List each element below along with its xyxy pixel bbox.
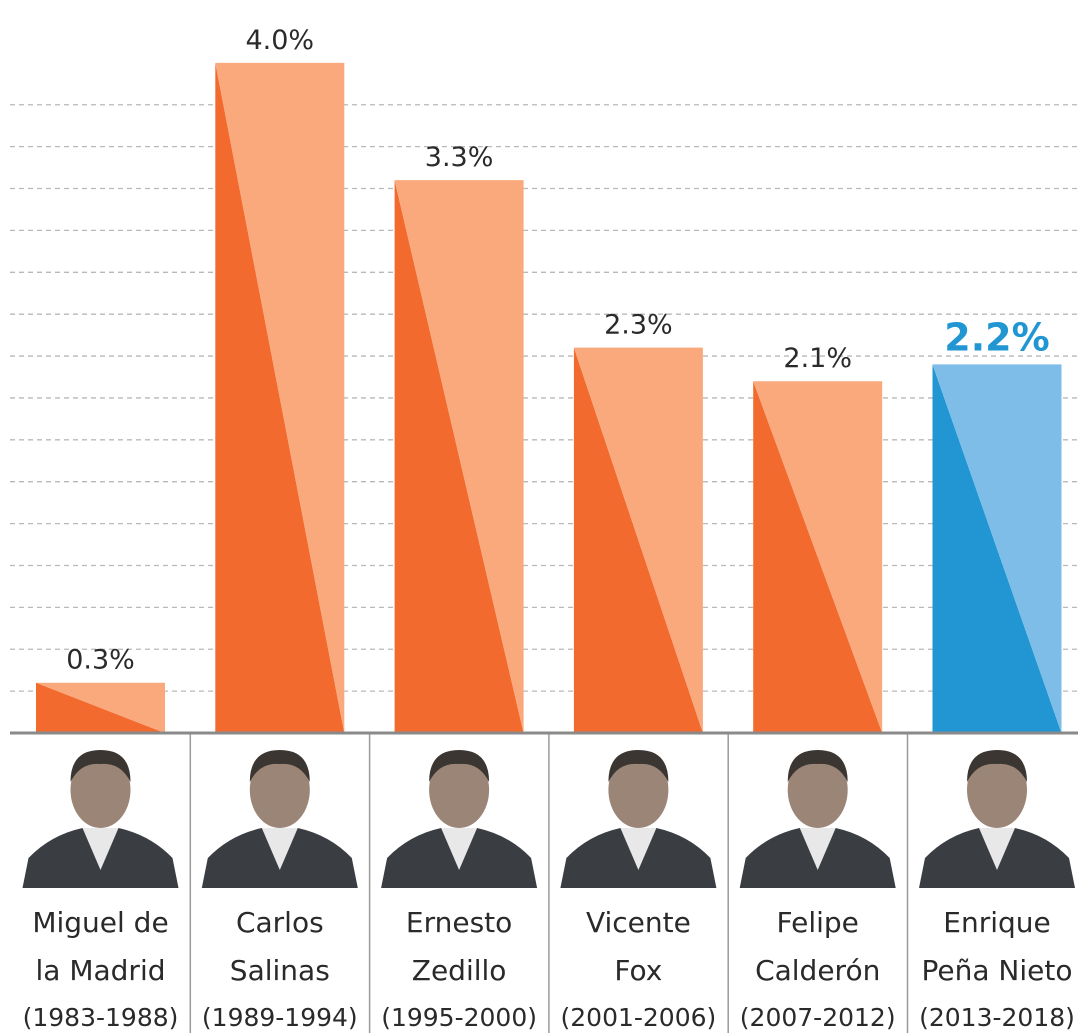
bar-dark <box>36 682 165 733</box>
bar-light <box>753 381 883 733</box>
bar-dark <box>573 347 703 733</box>
portrait-collar <box>799 828 836 870</box>
category-label: Calderón <box>755 954 880 987</box>
value-label: 3.3% <box>425 142 494 173</box>
bar-dark <box>215 62 345 734</box>
bar <box>932 364 1062 733</box>
category-label: Carlos <box>236 906 324 939</box>
bar-light <box>36 682 165 733</box>
portrait-hair <box>787 750 848 782</box>
value-label: 2.2% <box>944 315 1049 359</box>
period-label: (2001-2006) <box>561 1003 717 1032</box>
portrait-collar <box>441 828 478 870</box>
portrait-head <box>608 752 669 828</box>
bar <box>753 381 883 733</box>
value-label: 4.0% <box>245 25 314 56</box>
portrait-collar <box>82 828 119 870</box>
portrait-collar <box>979 828 1015 870</box>
period-label: (2007-2012) <box>740 1003 896 1032</box>
portrait-head <box>967 752 1027 828</box>
portrait-hair <box>608 750 669 782</box>
portrait <box>739 750 896 888</box>
portrait-head <box>70 752 131 828</box>
category-label: la Madrid <box>36 954 166 987</box>
category-label: Vicente <box>586 906 691 939</box>
value-label: 0.3% <box>66 645 135 676</box>
portrait <box>919 750 1075 888</box>
portrait-hair <box>429 750 490 782</box>
portrait-collar <box>261 828 298 870</box>
bar-light <box>932 364 1062 733</box>
bar-light <box>394 180 524 733</box>
portrait <box>381 750 538 888</box>
category-label: Salinas <box>230 954 330 987</box>
period-label: (1989-1994) <box>202 1003 358 1032</box>
category-label: Zedillo <box>412 954 507 987</box>
category-label: Ernesto <box>406 906 512 939</box>
category-label: Miguel de <box>32 906 168 939</box>
portrait-hair <box>70 750 131 782</box>
portrait-head <box>249 752 310 828</box>
category-label: Enrique <box>943 906 1050 939</box>
bar <box>36 682 165 733</box>
category-label: Felipe <box>777 906 859 939</box>
portrait-head <box>787 752 848 828</box>
value-label: 2.1% <box>783 343 852 374</box>
value-label: 2.3% <box>604 310 673 341</box>
portrait-head <box>429 752 490 828</box>
portrait-hair <box>967 750 1027 782</box>
portrait <box>22 750 179 888</box>
bar <box>573 347 703 733</box>
portrait-collar <box>620 828 657 870</box>
bar-light <box>573 347 703 733</box>
bar <box>215 62 345 734</box>
portrait <box>201 750 358 888</box>
bar-light <box>215 62 345 734</box>
period-label: (1995-2000) <box>381 1003 537 1032</box>
category-label: Fox <box>614 954 662 987</box>
category-label: Peña Nieto <box>922 954 1073 987</box>
portrait-hair <box>249 750 310 782</box>
period-label: (1983-1988) <box>23 1003 179 1032</box>
portrait <box>560 750 717 888</box>
bar <box>394 180 524 733</box>
period-label: (2013-2018) <box>919 1003 1075 1032</box>
